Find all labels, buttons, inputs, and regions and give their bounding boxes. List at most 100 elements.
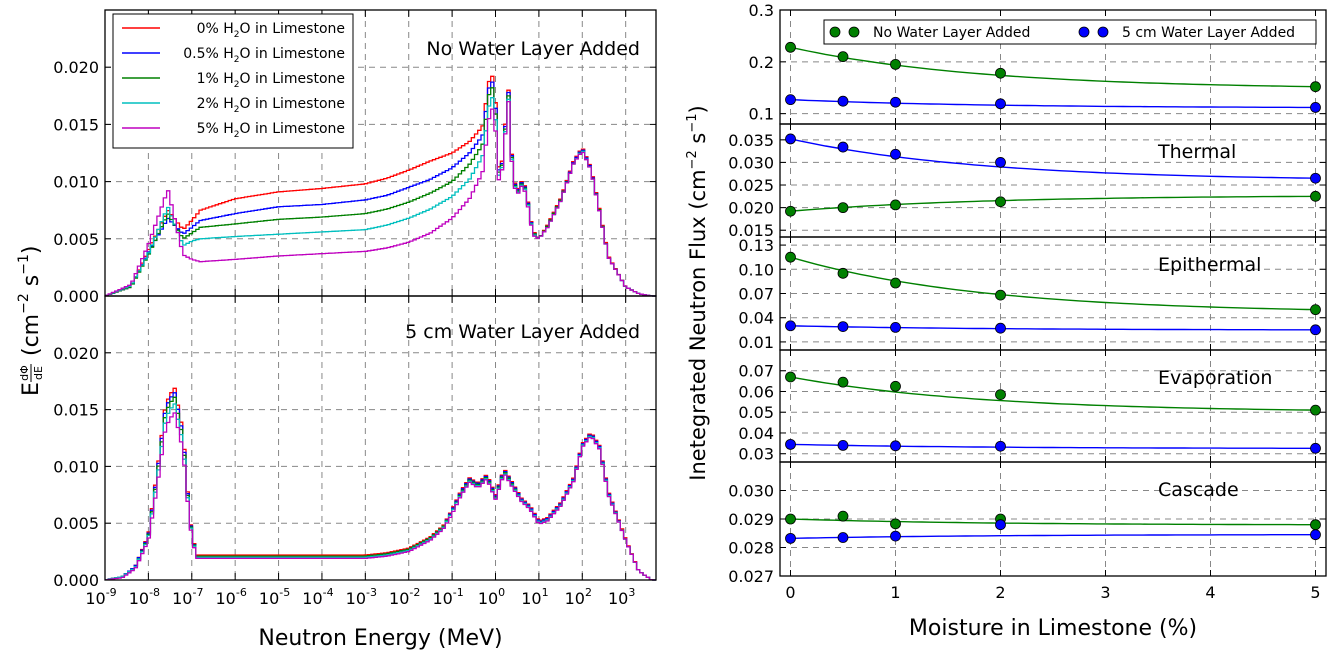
fit-curve-0 [790,518,1316,526]
y-tick-label: 0.000 [53,571,99,590]
data-point-1 [890,148,901,160]
y-axis-label: Inetegrated Neutron Flux (cm−2 s−1) [685,105,710,480]
y-tick-label: 0.03 [738,445,774,464]
legend-box [823,19,1317,45]
flux-panel-thermal: 0.015 0.020 0.025 0.030 0.035 Thermal [728,123,1327,240]
data-point-1 [837,321,849,332]
data-point-1 [1310,529,1321,541]
fit-curve-0 [790,46,1316,88]
y-tick-label: 0.06 [738,382,774,401]
y-tick-label: 0.2 [749,53,774,72]
legend-entry: 1% H2O in Limestone [197,71,345,90]
data-point-0 [837,510,849,522]
x-tick-label: 0 [785,583,795,602]
y-tick-label: 0.04 [738,424,774,443]
y-tick-label: 0.035 [728,131,774,150]
legend-marker [848,26,860,38]
data-point-0 [785,41,796,53]
y-tick-label: 0.13 [738,236,774,255]
x-tick-label: 3 [1100,583,1110,602]
data-point-1 [890,321,901,333]
x-tick-label: 10-6 [216,586,247,608]
fit-curve-1 [790,534,1316,540]
fit-curve-1 [790,325,1316,331]
x-tick-label: 102 [565,586,592,608]
data-point-1 [890,440,901,452]
panel-title: Epithermal [1158,254,1261,276]
data-point-0 [1310,304,1321,316]
spectrum-series-0 [105,75,656,297]
y-tick-label: 0.029 [728,510,774,529]
spectrum-series-1 [105,392,656,581]
y-tick-label: 0.10 [738,260,774,279]
spectrum-series-4 [105,412,656,581]
y-label-frac-num: dΦ [18,365,31,381]
fit-curve-0 [790,376,1316,411]
y-tick-label: 0.000 [53,287,99,306]
y-label-frac-den: dE [32,366,45,380]
data-point-1 [1310,102,1321,113]
x-tick-label: 10-5 [259,586,290,608]
plot-frame [779,123,1327,238]
data-point-0 [785,371,796,383]
x-tick-label: 10-4 [302,586,333,608]
y-tick-label: 0.05 [738,403,774,422]
data-point-0 [995,389,1006,400]
y-label-units: (cm−2 s−1) [16,246,44,356]
plot-frame [104,295,657,581]
x-axis-label: Moisture in Limestone (%) [909,616,1197,641]
data-point-1 [890,530,901,542]
x-tick-label: 10-3 [346,586,377,608]
data-point-1 [785,133,796,145]
x-tick-label: 1 [890,583,900,602]
legend-marker [829,26,841,38]
spectrum-series-4 [105,100,656,297]
data-point-0 [785,205,796,217]
data-point-0 [837,267,849,279]
spectra-legend: 0% H2O in Limestone 0.5% H2O in Limestone… [112,13,354,149]
data-point-0 [785,251,796,263]
y-tick-label: 0.015 [728,221,774,240]
data-point-1 [837,141,849,153]
y-tick-label: 0.027 [728,567,774,586]
spectra-figure: 0.000 0.005 0.010 0.015 0.020 No Water Layer … [16,9,657,651]
data-point-0 [890,199,901,211]
data-point-1 [785,94,796,106]
data-point-1 [995,440,1006,452]
fit-curve-0 [790,195,1316,212]
x-tick-label: 10-8 [129,586,160,608]
data-point-0 [837,202,849,214]
y-label-text: Inetegrated Neutron Flux (cm−2 s−1) [685,105,710,480]
x-tick-label: 100 [478,586,505,608]
legend-entry: 5 cm Water Layer Added [1122,25,1295,41]
panel-title: Cascade [1158,479,1239,501]
panel-title: 5 cm Water Layer Added [405,321,640,343]
data-point-0 [890,518,901,530]
y-tick-label: 0.030 [728,482,774,501]
y-tick-label: 0.005 [53,230,99,249]
fit-curve-1 [790,98,1316,109]
panel-title: No Water Layer Added [426,38,640,60]
panel-title: Evaporation [1158,367,1272,389]
y-tick-label: 0.015 [53,115,99,134]
integrated-flux-figure: 0.10.20.3Total0.0150.0200.0250.0300.035T… [685,1,1327,641]
legend-box [112,13,354,149]
x-tick-label: 10-7 [172,586,203,608]
data-point-1 [785,438,796,450]
x-tick-label: 10-9 [85,586,116,608]
y-tick-label: 0.015 [53,401,99,420]
fit-curve-0 [790,256,1316,311]
data-point-0 [837,376,849,388]
data-point-0 [890,380,901,392]
data-point-0 [890,277,901,289]
y-label-prefix: E [19,382,44,396]
x-tick-label: 101 [521,586,548,608]
x-tick-label: 103 [608,586,635,608]
data-point-0 [995,289,1006,301]
y-tick-label: 0.028 [728,539,774,558]
legend-marker [1078,26,1090,38]
x-tick-label: 5 [1310,583,1320,602]
data-point-0 [1310,404,1321,416]
legend-entry: 2% H2O in Limestone [197,96,345,115]
y-tick-label: 0.04 [738,309,774,328]
